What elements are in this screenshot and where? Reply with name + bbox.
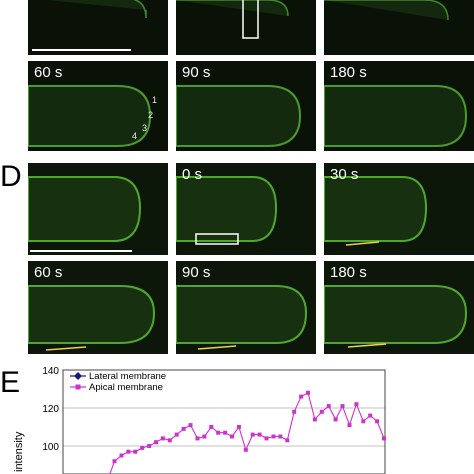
apical-data-point xyxy=(195,436,200,441)
d-row1-cell-2: 0 s xyxy=(176,163,316,255)
time-label: 60 s xyxy=(34,64,63,81)
time-label: 180 s xyxy=(330,64,367,81)
top-row2-cell-3: 180 s xyxy=(324,61,474,151)
y-tick-label: 100 xyxy=(42,442,59,453)
top-row1-cell-2 xyxy=(176,0,316,55)
apical-data-point xyxy=(119,453,124,458)
top-row1-cell-3 xyxy=(324,0,474,55)
time-label: 60 s xyxy=(34,264,63,281)
apical-data-point xyxy=(333,417,338,422)
apical-data-point xyxy=(361,419,366,424)
apical-data-point xyxy=(236,425,241,429)
apical-data-point xyxy=(319,409,324,414)
apical-data-point xyxy=(160,436,165,441)
series-apical xyxy=(109,390,386,474)
apical-data-point xyxy=(292,409,297,414)
legend: Lateral membrane Apical membrane xyxy=(70,371,166,393)
apical-data-point xyxy=(250,432,255,437)
apical-data-point xyxy=(140,445,145,450)
apical-data-point xyxy=(306,390,310,395)
roi-box xyxy=(195,233,239,245)
apical-data-point xyxy=(188,423,193,428)
d-row2-cell-2: 90 s xyxy=(176,261,316,354)
apical-data-point xyxy=(202,434,207,439)
apical-data-point xyxy=(299,394,304,399)
time-label: 90 s xyxy=(182,64,211,81)
panel-letter-d: D xyxy=(0,160,22,193)
apical-data-point xyxy=(181,426,186,431)
d-row1-cell-1 xyxy=(28,163,168,255)
d-row2-cell-3: 180 s xyxy=(324,261,474,354)
apical-data-point xyxy=(154,440,158,445)
apical-data-point xyxy=(167,438,172,443)
legend-apical-label: Apical membrane xyxy=(89,382,163,393)
y-tick-label: 120 xyxy=(42,404,59,415)
y-axis-label: intensity xyxy=(13,431,25,472)
apical-data-point xyxy=(347,423,352,428)
top-row1-cell-1 xyxy=(28,0,168,55)
y-tick-label: 140 xyxy=(42,366,59,377)
apical-data-point xyxy=(230,434,234,439)
legend-lateral-label: Lateral membrane xyxy=(89,371,166,382)
roi-box xyxy=(242,0,259,39)
marker-4: 4 xyxy=(132,131,138,141)
pollen-tube-image xyxy=(176,261,316,354)
apical-data-point xyxy=(368,413,373,418)
plot-frame xyxy=(62,369,386,474)
apical-data-point xyxy=(354,402,359,407)
pollen-tube-image xyxy=(324,0,474,55)
pollen-tube-image xyxy=(324,163,474,255)
apical-data-point xyxy=(326,404,331,409)
apical-data-point xyxy=(147,444,152,448)
apical-data-point xyxy=(382,436,386,441)
apical-data-point xyxy=(223,430,228,435)
legend-lateral-marker xyxy=(74,372,82,380)
apical-data-point xyxy=(375,419,380,424)
time-label: 30 s xyxy=(330,166,359,183)
legend-apical-marker xyxy=(75,384,81,390)
apical-data-point xyxy=(271,434,276,439)
pollen-tube-image xyxy=(324,261,474,354)
pollen-tube-image xyxy=(176,61,316,151)
apical-data-point xyxy=(126,449,131,454)
apical-series-line xyxy=(109,391,385,474)
apical-data-point xyxy=(285,438,290,443)
time-label: 0 s xyxy=(182,166,203,183)
d-row2-cell-1: 60 s xyxy=(28,261,168,354)
pollen-tube-image xyxy=(324,61,474,151)
top-row2-cell-1: 60 s 1 2 3 4 xyxy=(28,61,168,151)
apical-data-point xyxy=(174,432,179,437)
intensity-chart: 100 120 140 intensity Lateral membrane Api… xyxy=(13,366,386,474)
pollen-tube-image xyxy=(176,163,316,255)
apical-data-point xyxy=(257,432,262,437)
marker-1: 1 xyxy=(152,95,158,105)
d-row1-cell-3: 30 s xyxy=(324,163,474,255)
measurement-line xyxy=(345,241,380,246)
pollen-tube-image xyxy=(28,61,168,151)
pollen-tube-image xyxy=(28,0,168,55)
apical-data-point xyxy=(112,459,117,464)
measurement-line xyxy=(347,343,387,348)
apical-data-point xyxy=(340,404,345,409)
apical-data-point xyxy=(243,447,248,452)
apical-data-point xyxy=(264,436,269,441)
apical-data-point xyxy=(312,417,317,422)
pollen-tube-image xyxy=(176,0,316,55)
y-tick-labels: 100 120 140 xyxy=(42,366,59,453)
time-label: 90 s xyxy=(182,264,211,281)
apical-data-point xyxy=(216,430,221,435)
marker-3: 3 xyxy=(142,123,148,133)
panel-letter-e: E xyxy=(0,366,21,399)
time-label: 180 s xyxy=(330,264,367,281)
gridlines xyxy=(63,407,385,447)
pollen-tube-image xyxy=(28,261,168,354)
top-row2-cell-2: 90 s xyxy=(176,61,316,151)
apical-data-point xyxy=(278,434,283,439)
apical-data-point xyxy=(133,449,138,454)
measurement-line xyxy=(197,345,237,350)
apical-data-point xyxy=(209,425,214,429)
measurement-line xyxy=(45,346,87,351)
marker-2: 2 xyxy=(148,110,154,120)
pollen-tube-image xyxy=(28,163,168,255)
